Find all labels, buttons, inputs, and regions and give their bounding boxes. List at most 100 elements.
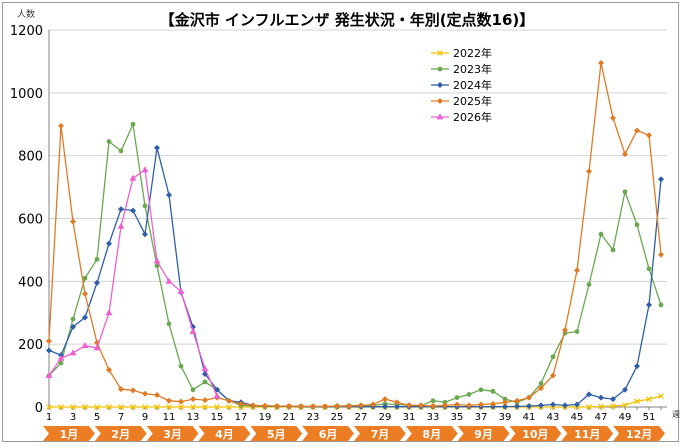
data-point — [598, 231, 604, 237]
data-point — [550, 354, 556, 360]
data-point — [141, 166, 149, 173]
series-line — [48, 62, 662, 408]
data-point — [46, 338, 52, 345]
data-point — [598, 59, 604, 66]
data-point — [646, 396, 652, 403]
y-tick-label: 0 — [35, 401, 43, 416]
data-point — [466, 392, 472, 397]
data-point — [394, 403, 400, 410]
data-point — [118, 404, 124, 410]
data-point — [454, 401, 460, 408]
data-point — [58, 122, 64, 129]
x-tick-label: 39 — [499, 412, 512, 423]
data-point — [226, 404, 232, 410]
x-tick-label: 19 — [259, 412, 272, 423]
data-point — [82, 275, 88, 281]
data-point — [646, 301, 652, 308]
legend-label: 2026年 — [453, 110, 492, 124]
data-point — [370, 401, 376, 408]
x-tick-label: 25 — [331, 412, 344, 423]
x-tick-label: 21 — [283, 412, 296, 423]
data-point — [550, 401, 556, 408]
data-point — [226, 397, 232, 404]
data-point — [442, 399, 448, 405]
x-tick-label: 13 — [187, 412, 200, 423]
legend-label: 2022年 — [453, 46, 492, 60]
data-point — [298, 403, 304, 410]
data-point — [82, 290, 88, 297]
legend-item: 2023年 — [431, 62, 492, 76]
data-point — [106, 240, 112, 247]
data-point — [82, 314, 88, 321]
month-label: 12月 — [626, 428, 652, 441]
month-label: 11月 — [574, 428, 600, 441]
x-tick-label: 3 — [70, 412, 76, 423]
month-label: 1月 — [60, 428, 79, 441]
data-point — [658, 393, 664, 399]
data-point — [622, 402, 628, 409]
data-point — [550, 372, 556, 379]
data-point — [586, 282, 592, 287]
data-point — [117, 222, 125, 229]
data-point — [142, 203, 148, 209]
x-tick-label: 1 — [46, 412, 52, 423]
data-point — [418, 402, 424, 409]
data-point — [574, 401, 580, 408]
data-point — [58, 360, 64, 366]
series-2023年 — [46, 121, 664, 410]
data-point — [178, 404, 184, 410]
data-point — [118, 386, 124, 393]
month-arrow — [405, 426, 458, 441]
data-point — [94, 279, 100, 286]
month-arrow — [354, 426, 406, 441]
legend: 2022年 2023年 2024年 2025年 2026年 — [431, 46, 492, 124]
x-tick-label: 33 — [427, 412, 440, 423]
data-point — [45, 371, 53, 378]
legend-item: 2025年 — [431, 94, 492, 108]
data-point — [334, 403, 340, 410]
data-point — [189, 328, 197, 334]
data-point — [622, 386, 628, 393]
data-point — [70, 323, 76, 330]
data-point — [406, 402, 412, 409]
data-point — [454, 395, 460, 400]
month-label: 4月 — [215, 428, 234, 441]
month-segment: 7月 — [354, 426, 406, 441]
data-point — [202, 379, 208, 385]
data-point — [658, 176, 664, 183]
data-point — [586, 404, 592, 410]
data-point — [213, 392, 221, 399]
data-point — [154, 144, 160, 151]
data-point — [58, 404, 64, 410]
data-point — [70, 404, 76, 410]
month-label: 3月 — [163, 428, 182, 441]
data-point — [562, 327, 568, 334]
month-arrow — [509, 426, 562, 441]
data-point — [286, 403, 292, 410]
month-segment: 8月 — [405, 426, 458, 441]
data-point — [190, 404, 196, 410]
x-tick-label: 27 — [355, 412, 368, 423]
data-point — [190, 387, 196, 393]
data-point — [106, 139, 112, 144]
y-tick-label: 600 — [18, 213, 43, 228]
legend-label: 2023年 — [453, 62, 492, 76]
data-point — [574, 267, 580, 274]
data-point — [105, 309, 113, 316]
data-point — [202, 404, 208, 410]
x-tick-label: 23 — [307, 412, 320, 423]
data-point — [106, 404, 112, 410]
data-point — [130, 121, 136, 127]
data-point — [214, 404, 220, 410]
data-point — [610, 396, 616, 403]
data-point — [538, 381, 544, 386]
data-point — [430, 398, 436, 404]
data-point — [437, 66, 443, 72]
data-point — [166, 404, 172, 410]
x-tick-label: 17 — [235, 412, 248, 423]
month-arrow — [146, 426, 199, 441]
data-point — [646, 132, 652, 139]
data-point — [382, 403, 388, 410]
month-label: 7月 — [371, 428, 390, 441]
data-point — [118, 148, 124, 154]
